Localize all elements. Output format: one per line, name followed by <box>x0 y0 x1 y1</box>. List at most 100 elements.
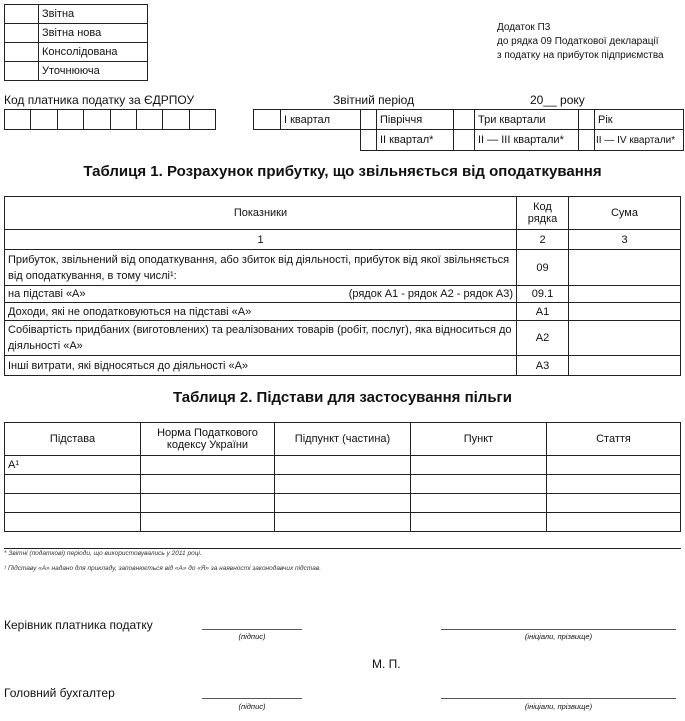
period-label: Рік <box>594 109 684 130</box>
table2-title: Таблиця 2. Підстави для застосування піл… <box>172 389 513 406</box>
period-checkbox[interactable] <box>578 129 595 151</box>
edrpou-cells <box>3 109 217 130</box>
header-cell: Пункт <box>410 422 547 456</box>
period-label: І квартал <box>280 109 361 130</box>
row-code: 09 <box>516 249 569 286</box>
period-checkbox[interactable] <box>253 109 281 130</box>
accountant-label: Головний бухгалтер <box>4 686 115 700</box>
report-type-label: Консолідована <box>38 42 148 62</box>
table-row: Інші витрати, які відносяться до діяльно… <box>4 355 681 376</box>
edrpou-digit[interactable] <box>162 109 190 130</box>
header-cell: Код рядка <box>516 196 569 230</box>
report-type-checkbox[interactable] <box>4 42 39 62</box>
period-checkbox[interactable] <box>453 109 475 130</box>
row-formula: (рядок А1 - рядок А2 - рядок А3) <box>348 288 513 300</box>
period-checkbox[interactable] <box>578 109 595 130</box>
cell[interactable] <box>410 493 547 513</box>
cell[interactable] <box>546 512 681 532</box>
row-code: А3 <box>516 355 569 376</box>
edrpou-digit[interactable] <box>135 109 164 130</box>
period-label: ІІ — ІІІ квартали* <box>474 129 579 151</box>
column-number: 3 <box>568 229 681 250</box>
header-cell: Показники <box>4 196 517 230</box>
cell[interactable] <box>274 493 411 513</box>
period-row-1: І квартал Півріччя Три квартали Рік <box>253 109 684 130</box>
head-signature-line[interactable] <box>202 629 302 630</box>
report-type-checkbox[interactable] <box>4 4 39 24</box>
edrpou-label: Код платника податку за ЄДРПОУ <box>4 93 195 107</box>
cell[interactable] <box>410 474 547 494</box>
report-type-table: Звітна Звітна нова Консолідована Уточнюю… <box>4 4 148 81</box>
sum-cell[interactable] <box>568 285 681 303</box>
period-checkbox[interactable] <box>360 129 377 151</box>
header-cell: Стаття <box>546 422 681 456</box>
table-row: Доходи, які не оподатковуються на підста… <box>4 302 681 321</box>
table-row: на підставі «А» (рядок А1 - рядок А2 - ря… <box>4 285 681 303</box>
edrpou-digit[interactable] <box>30 109 58 130</box>
cell[interactable] <box>4 493 141 513</box>
cell[interactable] <box>140 455 275 475</box>
cell[interactable] <box>410 455 547 475</box>
cell[interactable] <box>140 493 275 513</box>
name-caption: (ініціали, прізвище) <box>524 632 593 641</box>
sum-cell[interactable] <box>568 320 681 356</box>
edrpou-digit[interactable] <box>3 109 32 130</box>
appendix-line: Додаток П3 <box>497 22 551 33</box>
signature-caption: (підпис) <box>238 702 266 711</box>
cell[interactable] <box>546 493 681 513</box>
sum-cell[interactable] <box>568 249 681 286</box>
report-type-checkbox[interactable] <box>4 23 39 43</box>
footnote: ¹ Підставу «А» надано для прикладу, запо… <box>4 565 322 572</box>
period-checkbox[interactable] <box>360 109 377 130</box>
edrpou-digit[interactable] <box>188 109 217 130</box>
report-type-checkbox[interactable] <box>4 61 39 81</box>
report-type-label: Уточнююча <box>38 61 148 81</box>
cell[interactable] <box>140 512 275 532</box>
table-row <box>4 474 681 494</box>
report-type-label: Звітна <box>38 4 148 24</box>
footnote: * Звітні (податкові) періоди, що викорис… <box>4 550 202 557</box>
cell[interactable] <box>4 474 141 494</box>
header-cell: Сума <box>568 196 681 230</box>
cell[interactable] <box>274 474 411 494</box>
cell[interactable] <box>410 512 547 532</box>
head-label: Керівник платника податку <box>4 618 153 632</box>
name-caption: (ініціали, прізвище) <box>524 702 593 711</box>
footnote-divider <box>4 548 681 549</box>
column-number: 2 <box>516 229 569 250</box>
period-label: ІІ квартал* <box>376 129 454 151</box>
cell[interactable] <box>140 474 275 494</box>
cell[interactable] <box>546 474 681 494</box>
cell[interactable] <box>4 512 141 532</box>
table2: Підстава Норма Податкового кодексу Україн… <box>4 422 681 532</box>
row-label: на підставі «А» (рядок А1 - рядок А2 - ря… <box>4 285 517 303</box>
accountant-name-line[interactable] <box>441 698 676 699</box>
appendix-line: з податку на прибуток підприємства <box>497 50 664 61</box>
accountant-signature-line[interactable] <box>202 698 302 699</box>
appendix-note: Додаток П3 до рядка 09 Податкової деклар… <box>497 21 664 63</box>
cell[interactable] <box>546 455 681 475</box>
period-label: ІІ — ІV квартали* <box>594 129 684 151</box>
header-cell: Підпункт (частина) <box>274 422 411 456</box>
period-checkbox[interactable] <box>453 129 475 151</box>
sum-cell[interactable] <box>568 302 681 321</box>
sum-cell[interactable] <box>568 355 681 376</box>
edrpou-digit[interactable] <box>109 109 137 130</box>
cell[interactable] <box>274 455 411 475</box>
table-row: Прибуток, звільнений від оподаткування, … <box>4 249 681 286</box>
table-row: Собівартість придбаних (виготовлених) та… <box>4 320 681 356</box>
table-row <box>4 493 681 513</box>
row-label: Доходи, які не оподатковуються на підста… <box>4 302 517 321</box>
edrpou-digit[interactable] <box>83 109 111 130</box>
cell[interactable] <box>274 512 411 532</box>
column-number: 1 <box>4 229 517 250</box>
head-name-line[interactable] <box>441 629 676 630</box>
edrpou-digit[interactable] <box>56 109 85 130</box>
row-code: 09.1 <box>516 285 569 303</box>
basis-cell[interactable]: А¹ <box>4 455 141 475</box>
period-label: Три квартали <box>474 109 579 130</box>
period-label: Звітний період <box>333 93 415 107</box>
year-label: 20__ року <box>530 93 585 107</box>
table-row <box>4 512 681 532</box>
